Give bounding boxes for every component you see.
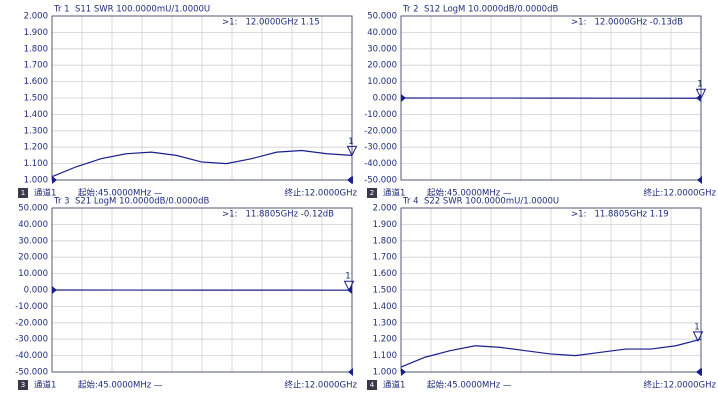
y-tick-label: 50.000 xyxy=(18,204,48,214)
y-tick-label: 1.000 xyxy=(24,176,48,186)
marker-readout: >1: 11.8805GHz 1.19 xyxy=(571,210,669,220)
channel-badge: 1 xyxy=(21,189,25,197)
marker xyxy=(343,280,355,292)
y-tick-label: 1.400 xyxy=(373,302,397,312)
stop-frequency: 终止:12.0000GHz xyxy=(285,380,358,391)
trace-title: Tr 3 S21 LogM 10.0000dB/0.0000dB xyxy=(53,197,209,207)
y-tick-label: 30.000 xyxy=(367,44,397,54)
stop-arrow xyxy=(348,176,353,184)
plot-frame xyxy=(51,15,353,181)
y-tick-label: -30.000 xyxy=(15,335,48,345)
y-tick-label: -40.000 xyxy=(15,351,48,361)
y-tick-label: 20.000 xyxy=(367,61,397,71)
marker-readout: >1: 12.0000GHz -0.13dB xyxy=(571,18,683,28)
marker-label: 1 xyxy=(697,80,702,90)
y-tick-label: 1.300 xyxy=(24,126,48,136)
y-tick-label: 1.600 xyxy=(24,77,48,87)
reference-arrow xyxy=(52,176,57,184)
start-frequency: 起始:45.0000MHz — xyxy=(78,188,163,199)
marker-readout: >1: 11.8805GHz -0.12dB xyxy=(222,210,334,220)
y-tick-label: 0.000 xyxy=(24,286,48,296)
y-tick-label: 40.000 xyxy=(18,220,48,230)
y-tick-label: 1.700 xyxy=(24,61,48,71)
y-tick-label: 0.000 xyxy=(373,94,397,104)
y-tick-label: -10.000 xyxy=(15,302,48,312)
channel: 通道1 xyxy=(383,188,405,199)
stop-arrow xyxy=(697,176,702,184)
y-tick-label: 1.400 xyxy=(24,110,48,120)
y-tick-label: -50.000 xyxy=(364,176,397,186)
y-tick-label: 10.000 xyxy=(367,77,397,87)
y-tick-label: -30.000 xyxy=(364,143,397,153)
stop-frequency: 终止:12.0000GHz xyxy=(644,380,717,391)
trace-title: Tr 4 S22 SWR 100.0000mU/1.0000U xyxy=(402,197,559,207)
y-tick-label: 1.300 xyxy=(373,318,397,328)
marker-label: 1 xyxy=(348,137,353,147)
stop-frequency: 终止:12.0000GHz xyxy=(285,188,358,199)
y-tick-label: 1.600 xyxy=(373,269,397,279)
y-tick-label: 2.000 xyxy=(24,12,48,22)
channel-badge: 3 xyxy=(21,381,25,389)
y-tick-label: -20.000 xyxy=(15,318,48,328)
y-tick-label: 1.900 xyxy=(24,28,48,38)
y-tick-label: 1.800 xyxy=(24,44,48,54)
channel-badge-box xyxy=(18,380,28,390)
y-tick-label: -20.000 xyxy=(364,126,397,136)
marker xyxy=(346,145,358,157)
y-tick-label: 1.000 xyxy=(373,368,397,378)
y-tick-label: 1.500 xyxy=(24,94,48,104)
y-tick-label: 20.000 xyxy=(18,253,48,263)
y-tick-label: 1.800 xyxy=(373,236,397,246)
channel: 通道1 xyxy=(34,188,56,199)
start-frequency: 起始:45.0000MHz — xyxy=(78,380,163,391)
channel: 通道1 xyxy=(383,380,405,391)
y-tick-label: 1.100 xyxy=(373,351,397,361)
reference-arrow xyxy=(401,368,406,376)
y-tick-label: 40.000 xyxy=(367,28,397,38)
plot-frame xyxy=(400,207,702,373)
channel-badge-box xyxy=(367,380,377,390)
start-frequency: 起始:45.0000MHz — xyxy=(427,380,512,391)
y-tick-label: -10.000 xyxy=(364,110,397,120)
trace-title: Tr 1 S11 SWR 100.0000mU/1.0000U xyxy=(53,5,210,15)
marker xyxy=(692,331,704,342)
y-tick-label: 1.700 xyxy=(373,253,397,263)
y-tick-label: 50.000 xyxy=(367,12,397,22)
marker-label: 1 xyxy=(345,272,350,282)
trace-title: Tr 2 S12 LogM 10.0000dB/0.0000dB xyxy=(402,5,558,15)
stop-arrow xyxy=(348,368,353,376)
trace xyxy=(400,338,702,368)
marker xyxy=(695,88,707,100)
y-tick-label: 30.000 xyxy=(18,236,48,246)
y-tick-label: 2.000 xyxy=(373,204,397,214)
channel-badge: 4 xyxy=(370,381,375,389)
y-tick-label: -40.000 xyxy=(364,159,397,169)
marker-label: 1 xyxy=(694,322,699,332)
y-tick-label: 1.900 xyxy=(373,220,397,230)
y-tick-label: -50.000 xyxy=(15,368,48,378)
channel: 通道1 xyxy=(34,380,56,391)
y-tick-label: 1.500 xyxy=(373,286,397,296)
y-tick-label: 1.200 xyxy=(24,143,48,153)
channel-badge-box xyxy=(18,188,28,198)
trace xyxy=(51,149,353,178)
channel-badge: 2 xyxy=(370,189,374,197)
start-frequency: 起始:45.0000MHz — xyxy=(427,188,512,199)
marker-readout: >1: 12.0000GHz 1.15 xyxy=(222,18,320,28)
channel-badge-box xyxy=(367,188,377,198)
stop-arrow xyxy=(697,368,702,376)
stop-frequency: 终止:12.0000GHz xyxy=(644,188,717,199)
y-tick-label: 1.100 xyxy=(24,159,48,169)
y-tick-label: 1.200 xyxy=(373,335,397,345)
y-tick-label: 10.000 xyxy=(18,269,48,279)
